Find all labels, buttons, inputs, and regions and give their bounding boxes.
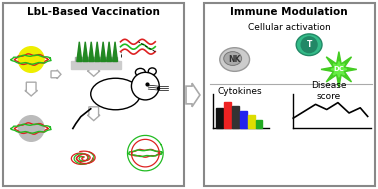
Ellipse shape [135,68,145,76]
Text: Disease
score: Disease score [311,81,347,101]
Bar [71,61,121,69]
Text: DC: DC [333,66,344,72]
Bar [256,120,262,129]
Polygon shape [89,42,94,61]
Polygon shape [321,52,357,87]
Circle shape [135,143,155,163]
Text: LbL-Based Vaccination: LbL-Based Vaccination [27,7,160,17]
FancyBboxPatch shape [3,3,184,186]
Ellipse shape [91,78,140,110]
FancyArrow shape [87,107,100,121]
Polygon shape [77,42,82,61]
Ellipse shape [148,68,156,75]
Bar [224,102,231,129]
Polygon shape [113,42,118,61]
Polygon shape [101,42,105,61]
Circle shape [132,72,159,100]
Circle shape [18,116,44,141]
Circle shape [301,37,317,53]
FancyBboxPatch shape [204,3,375,186]
FancyArrow shape [51,70,61,79]
Circle shape [18,47,44,72]
FancyArrow shape [87,63,100,76]
FancyArrow shape [186,83,200,107]
Bar [216,108,223,129]
Text: Immune Modulation: Immune Modulation [231,7,348,17]
Bar [232,106,239,129]
Text: Cellular activation: Cellular activation [248,22,331,32]
Bar [75,57,116,61]
Bar [248,115,254,129]
Polygon shape [83,42,88,61]
Bar [240,111,246,129]
Ellipse shape [296,34,322,56]
Ellipse shape [220,48,249,71]
Polygon shape [107,42,112,61]
Text: T: T [307,40,312,49]
Polygon shape [95,42,100,61]
Ellipse shape [224,52,242,65]
Polygon shape [331,61,347,77]
Text: NK: NK [228,55,241,64]
Text: Cytokines: Cytokines [217,87,262,96]
FancyArrow shape [25,82,37,96]
